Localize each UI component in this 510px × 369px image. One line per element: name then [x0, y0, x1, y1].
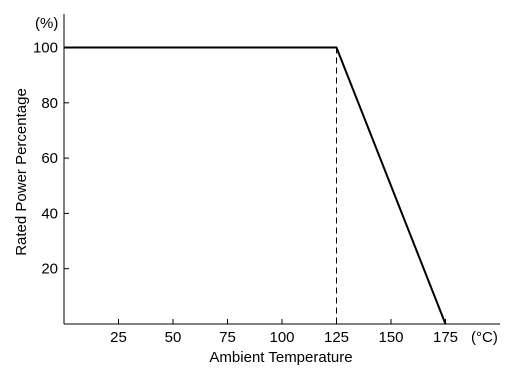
y-axis-title: Rated Power Percentage: [13, 88, 30, 256]
y-ticks: 20 40 60 80 100: [33, 40, 69, 278]
y-tick-label: 40: [41, 205, 58, 222]
x-tick-label: 125: [324, 329, 349, 346]
x-unit-label: (°C): [471, 329, 498, 346]
x-ticks: 25 50 75 100 125 150 175: [110, 319, 458, 346]
x-tick-label: 25: [110, 329, 127, 346]
x-tick-label: 175: [433, 329, 458, 346]
y-tick-label: 80: [41, 95, 58, 112]
x-tick-label: 150: [378, 329, 403, 346]
y-unit-label: (%): [35, 15, 58, 32]
y-tick-label: 20: [41, 261, 58, 278]
series-line: [64, 46, 447, 325]
y-tick-label: 100: [33, 40, 58, 57]
axes: [63, 14, 500, 325]
x-tick-label: 100: [269, 329, 294, 346]
x-tick-label: 50: [165, 329, 182, 346]
x-tick-label: 75: [219, 329, 236, 346]
y-tick-label: 60: [41, 150, 58, 167]
x-axis-title: Ambient Temperature: [209, 349, 352, 366]
